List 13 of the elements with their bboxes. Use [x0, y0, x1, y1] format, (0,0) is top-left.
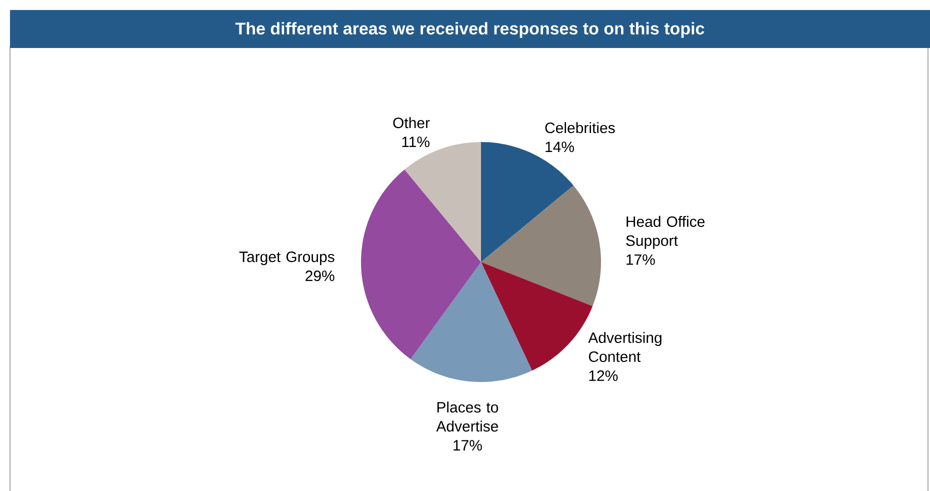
chart-title: The different areas we received responses to on this topic [235, 22, 704, 38]
slice-label: Other [393, 117, 430, 128]
slice-label: Places to Advertise [436, 402, 498, 432]
data-label: 17% [454, 440, 482, 451]
slice-label: Target Groups [239, 252, 334, 266]
data-label: 11% [402, 136, 430, 148]
slice-label: Celebrities [545, 122, 615, 134]
data-label: 29% [306, 270, 334, 282]
data-label: 12% [589, 370, 618, 381]
data-label: 17% [626, 254, 655, 265]
data-label: 14% [546, 142, 574, 152]
slice-label: Advertising Content [588, 332, 662, 362]
slice-label: Head Office Support [626, 216, 705, 249]
